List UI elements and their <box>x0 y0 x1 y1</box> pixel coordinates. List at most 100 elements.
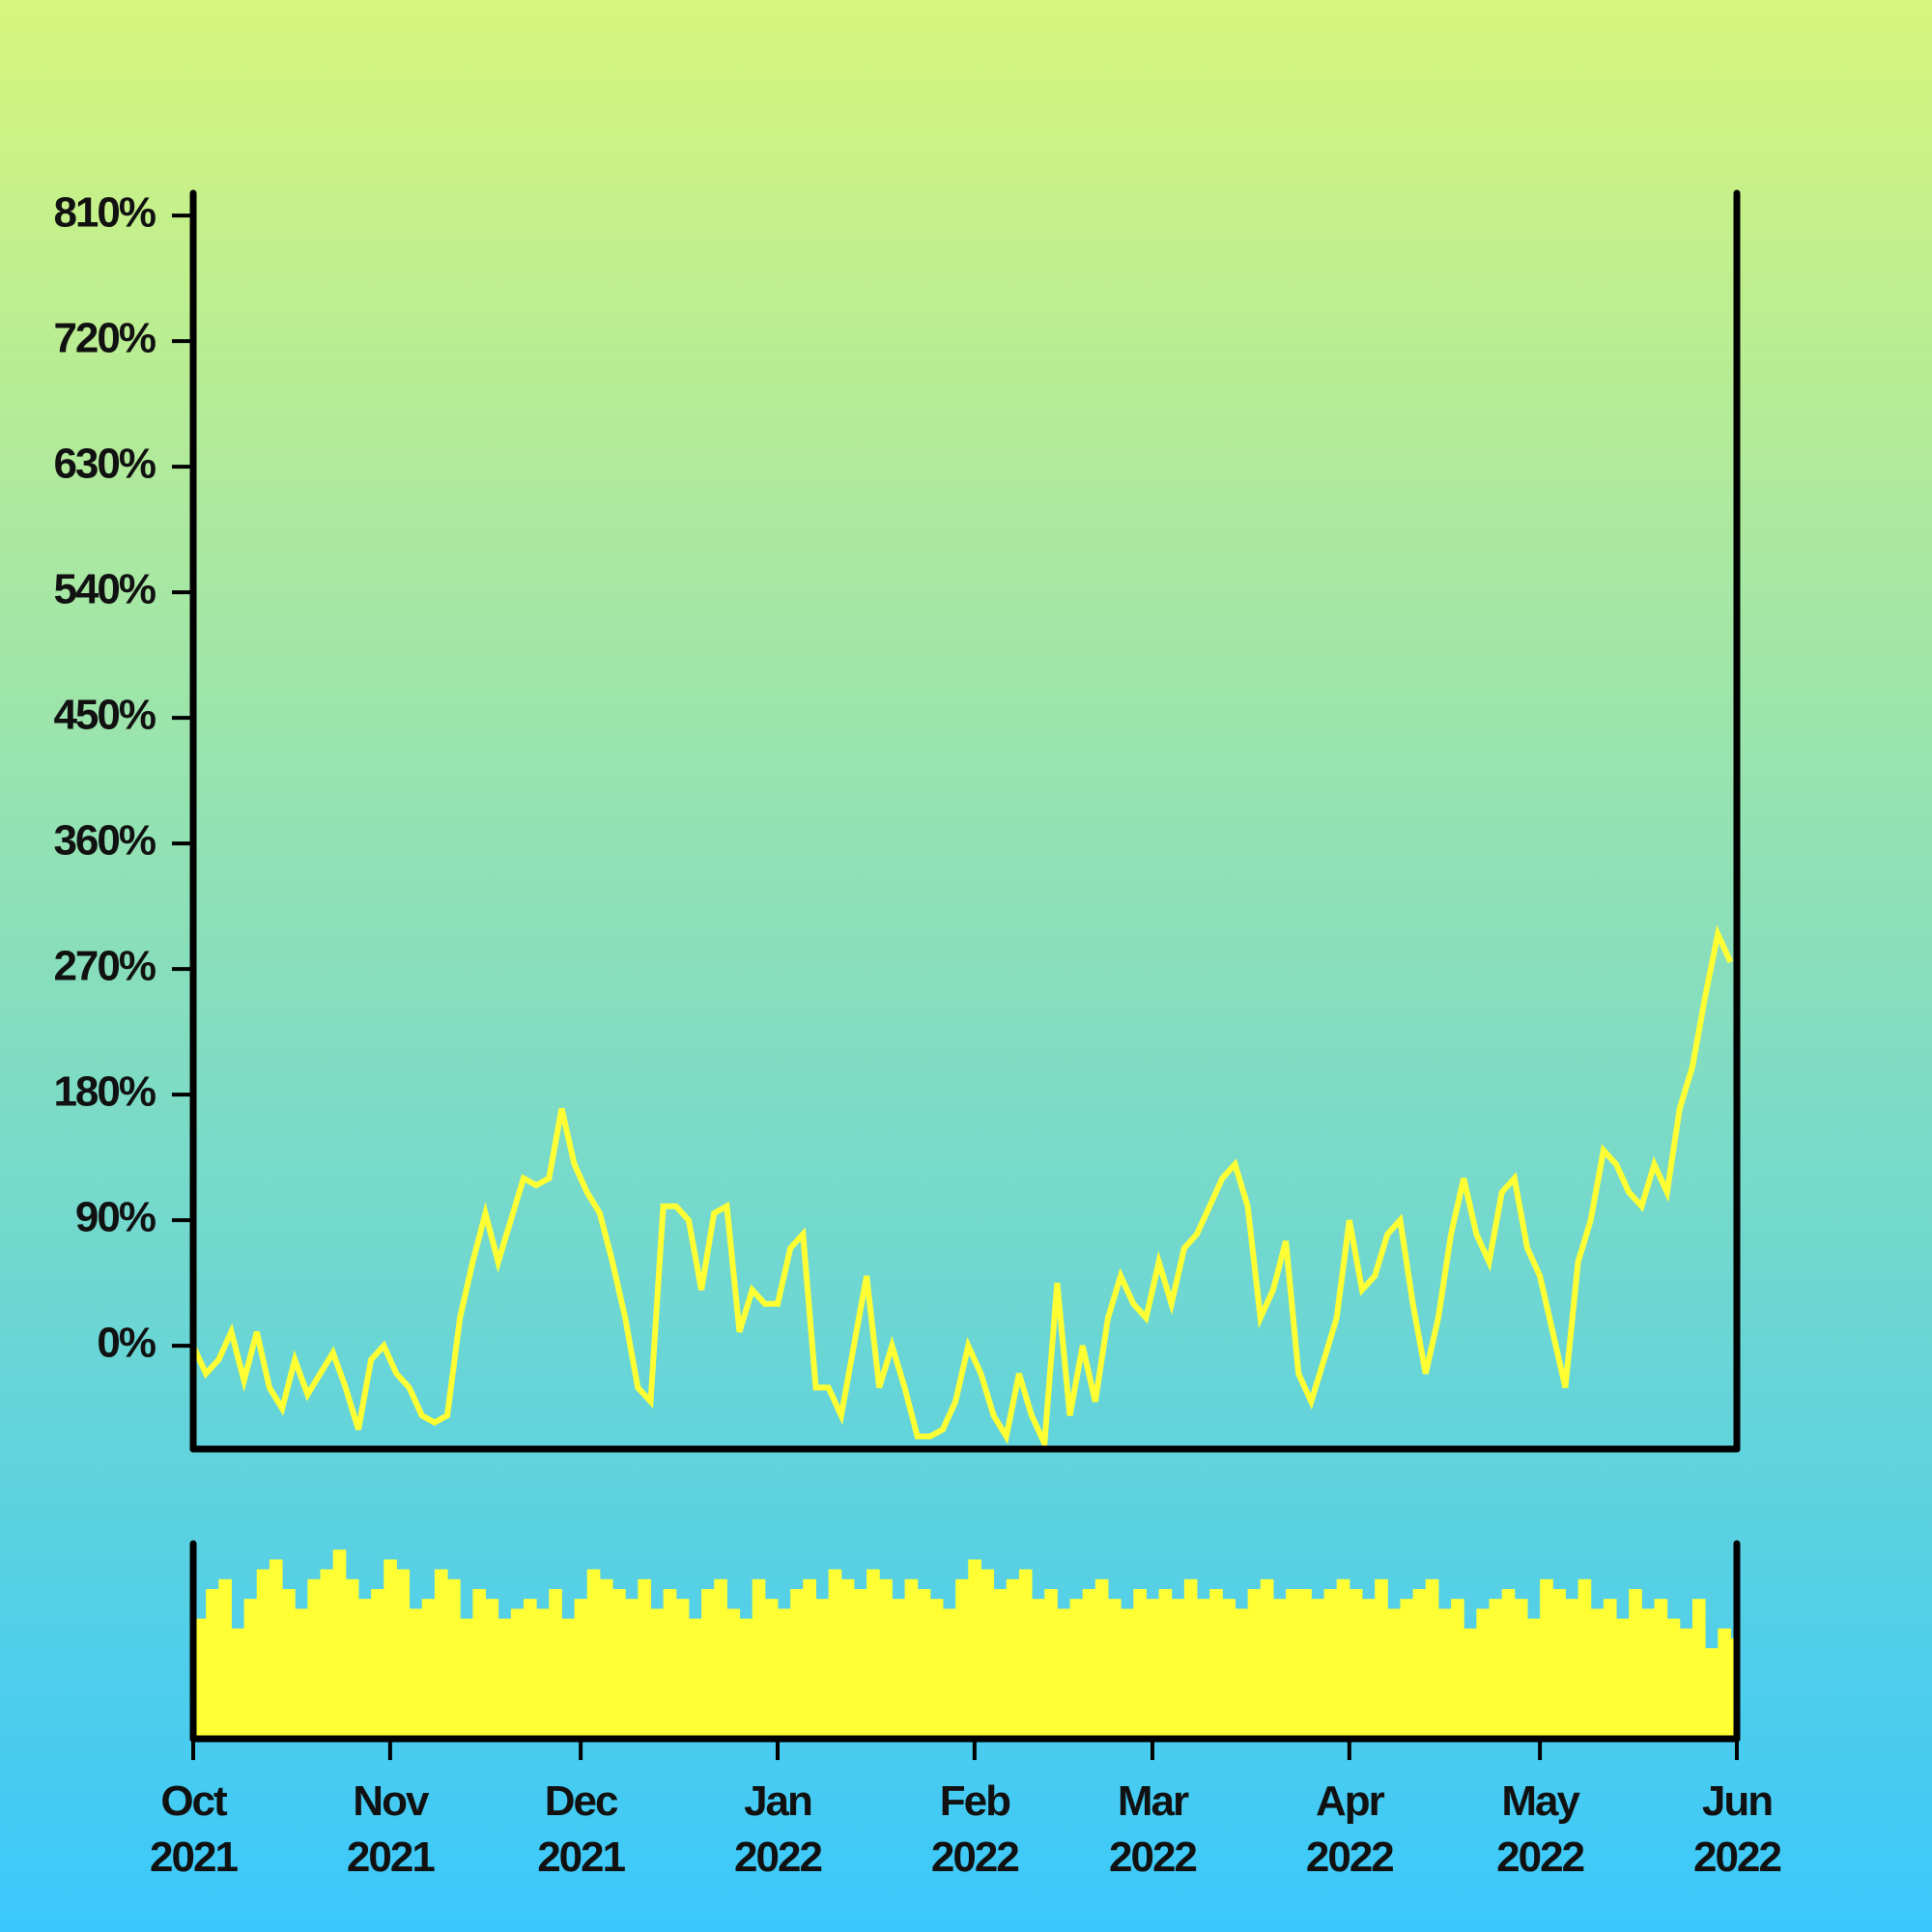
volume-bar <box>892 1599 906 1737</box>
volume-bar <box>1489 1599 1503 1737</box>
volume-bar <box>1590 1608 1605 1737</box>
volume-bar <box>536 1608 550 1737</box>
volume-bar <box>904 1578 919 1737</box>
volume-bar <box>1437 1608 1452 1737</box>
volume-bar <box>1158 1589 1173 1737</box>
volume-bar <box>917 1589 931 1737</box>
volume-bar <box>409 1608 423 1737</box>
volume-bar <box>282 1589 296 1737</box>
volume-bar <box>815 1599 830 1737</box>
volume-bar <box>1666 1618 1681 1737</box>
y-tick-label: 450% <box>53 692 155 739</box>
price-line <box>193 924 1734 1449</box>
x-tick-label: Nov 2021 <box>346 1777 436 1881</box>
volume-bar <box>510 1608 525 1737</box>
y-tick-label: 90% <box>75 1194 156 1241</box>
volume-bar <box>295 1608 308 1737</box>
volume-bar <box>980 1569 995 1737</box>
volume-bar <box>1260 1578 1274 1737</box>
y-tick-label: 360% <box>53 817 155 865</box>
volume-bar <box>447 1578 461 1737</box>
volume-bar <box>1679 1628 1693 1737</box>
y-tick-label: 180% <box>53 1068 155 1116</box>
volume-bar <box>778 1608 791 1737</box>
volume-bar <box>1247 1589 1262 1737</box>
volume-bar <box>1183 1578 1198 1737</box>
volume-bar <box>269 1559 283 1737</box>
volume-bar <box>396 1569 411 1737</box>
volume-bar <box>955 1578 969 1737</box>
volume-bar <box>1107 1599 1122 1737</box>
volume-bar <box>650 1608 665 1737</box>
volume-bar <box>1286 1589 1299 1737</box>
volume-bar <box>1209 1589 1223 1737</box>
volume-bar <box>1171 1599 1185 1737</box>
volume-bar <box>803 1578 816 1737</box>
volume-bar <box>472 1589 487 1737</box>
volume-bar <box>1412 1589 1427 1737</box>
volume-bar <box>1082 1589 1096 1737</box>
volume-bar <box>1603 1599 1617 1737</box>
volume-bar <box>1476 1608 1491 1737</box>
x-tick-label: Dec 2021 <box>537 1777 626 1881</box>
volume-bar <box>752 1578 766 1737</box>
volume-bar <box>867 1569 880 1737</box>
volume-bar <box>1032 1599 1045 1737</box>
volume-bar <box>561 1618 576 1737</box>
volume-bar <box>1514 1599 1528 1737</box>
volume-bar <box>1057 1608 1071 1737</box>
volume-bar <box>1654 1599 1668 1737</box>
volume-bar <box>739 1618 753 1737</box>
volume-bar <box>714 1578 727 1737</box>
volume-bar <box>701 1589 715 1737</box>
volume-bar <box>1094 1578 1109 1737</box>
volume-bar <box>1705 1648 1719 1737</box>
volume-bar <box>1069 1599 1084 1737</box>
volume-bar <box>790 1589 804 1737</box>
volume-bar <box>1044 1589 1058 1737</box>
volume-bar <box>1629 1589 1642 1737</box>
volume-bar <box>307 1578 322 1737</box>
y-tick-label: 810% <box>53 189 155 237</box>
volume-bar <box>231 1628 245 1737</box>
volume-bar <box>1565 1599 1579 1737</box>
volume-bar <box>840 1578 855 1737</box>
volume-bar <box>993 1589 1008 1737</box>
volume-bar <box>1362 1599 1376 1737</box>
x-tick-label: Apr 2022 <box>1305 1777 1395 1881</box>
volume-bar <box>942 1608 956 1737</box>
volume-bar <box>1121 1608 1134 1737</box>
volume-bar <box>1577 1578 1592 1737</box>
volume-bar <box>1018 1569 1033 1737</box>
volume-bar <box>1375 1578 1388 1737</box>
volume-area <box>193 1549 1737 1737</box>
volume-bar <box>1349 1589 1363 1737</box>
volume-bar <box>1641 1608 1656 1737</box>
x-tick-label: Jun 2022 <box>1693 1777 1782 1881</box>
volume-bar <box>1336 1578 1350 1737</box>
x-tick-label: May 2022 <box>1496 1777 1585 1881</box>
volume-bar <box>1006 1578 1020 1737</box>
volume-bar <box>332 1549 347 1737</box>
volume-bar <box>1197 1599 1210 1737</box>
volume-bar <box>828 1569 842 1737</box>
volume-bar <box>853 1589 867 1737</box>
volume-bar <box>1451 1599 1464 1737</box>
volume-bar <box>345 1578 359 1737</box>
volume-bar <box>574 1599 588 1737</box>
x-tick-label: Mar 2022 <box>1109 1777 1198 1881</box>
line-area <box>193 924 1734 1449</box>
volume-bar <box>1718 1628 1731 1737</box>
volume-bar <box>726 1608 741 1737</box>
volume-bar <box>523 1599 537 1737</box>
volume-bar <box>638 1578 651 1737</box>
volume-bar <box>879 1578 893 1737</box>
volume-bar <box>1552 1589 1566 1737</box>
volume-bar <box>357 1599 372 1737</box>
volume-bar <box>1463 1628 1477 1737</box>
volume-bar <box>1540 1578 1553 1737</box>
volume-bar <box>1298 1589 1312 1737</box>
y-tick-label: 270% <box>53 943 155 990</box>
